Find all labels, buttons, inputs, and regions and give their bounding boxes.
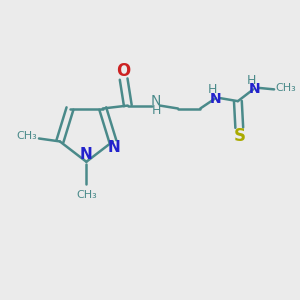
Text: H: H (208, 83, 218, 97)
Text: CH₃: CH₃ (275, 83, 296, 93)
Text: H: H (152, 104, 161, 117)
Text: O: O (116, 62, 130, 80)
Text: N: N (80, 147, 93, 162)
Text: CH₃: CH₃ (76, 190, 97, 200)
Text: CH₃: CH₃ (17, 131, 38, 141)
Text: N: N (249, 82, 260, 96)
Text: N: N (108, 140, 121, 155)
Text: S: S (234, 127, 246, 145)
Text: N: N (210, 92, 221, 106)
Text: N: N (151, 94, 161, 108)
Text: H: H (247, 74, 256, 87)
